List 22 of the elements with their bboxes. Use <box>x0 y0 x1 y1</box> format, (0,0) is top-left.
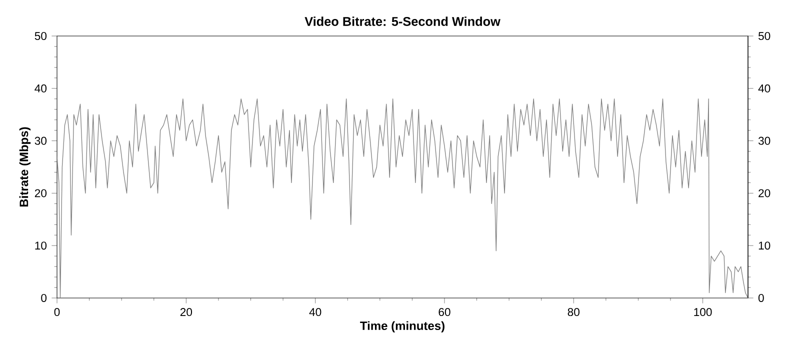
x-tick-label: 100 <box>694 308 712 316</box>
y2-tick-label: 0 <box>758 294 764 302</box>
y-tick-label: 50 <box>34 32 47 40</box>
y-axis-title: Bitrate (Mbps) <box>19 127 31 207</box>
y2-tick-label: 10 <box>758 242 770 250</box>
x-tick-label: 20 <box>180 308 192 316</box>
y-tick-label: 0 <box>41 294 47 302</box>
x-tick-label: 80 <box>568 308 580 316</box>
chart-title: Video Bitrate: 5-Second Window <box>304 16 500 26</box>
y-tick-label: 10 <box>35 242 47 250</box>
x-tick-label: 40 <box>309 308 322 316</box>
y-tick-label: 20 <box>34 189 47 198</box>
x-tick-label: 0 <box>54 308 60 316</box>
line-series <box>57 98 748 298</box>
y2-tick-label: 20 <box>758 189 770 198</box>
x-axis-title: Time (minutes) <box>360 321 444 332</box>
y2-tick-label: 50 <box>758 32 770 40</box>
y2-tick-label: 30 <box>758 136 770 145</box>
y-tick-label: 30 <box>34 136 47 145</box>
x-tick-label: 60 <box>438 308 450 316</box>
y-tick-label: 40 <box>34 84 47 92</box>
y2-tick-label: 40 <box>758 84 770 92</box>
